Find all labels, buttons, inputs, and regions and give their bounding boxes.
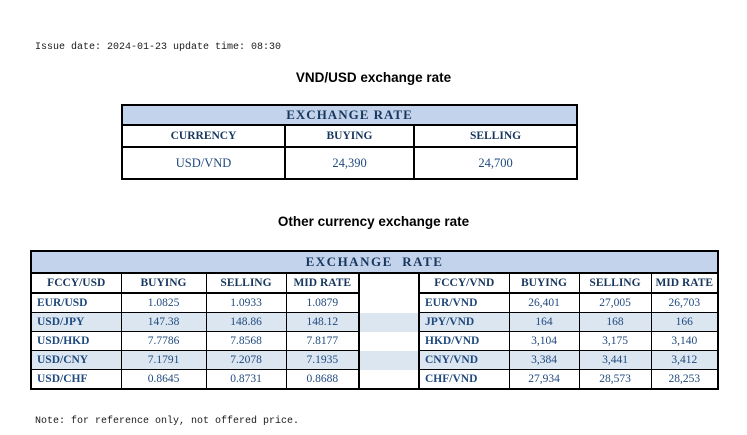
rate-row-jpy: USD/JPY 147.38 148.86 148.12 JPY/VND 164… (30, 312, 719, 332)
buying-rate-cell: 24,390 (284, 146, 415, 180)
selling-cell: 3,175 (578, 331, 652, 351)
column-header-fccy-vnd: FCCY/VND (418, 272, 510, 294)
column-header-midrate-vnd: MID RATE (650, 272, 719, 294)
selling-cell: 3,441 (578, 350, 652, 370)
buying-cell: 3,384 (508, 350, 580, 370)
column-header-buying: BUYING (284, 124, 415, 148)
spacer-cell (358, 369, 420, 389)
pair-cell: HKD/VND (418, 331, 510, 351)
buying-cell: 0.8645 (120, 369, 207, 390)
table-header-row: EXCHANGE RATE (30, 250, 719, 274)
column-header-currency: CURRENCY (121, 124, 286, 148)
pair-cell: EUR/VND (418, 292, 510, 313)
vnd-usd-table: EXCHANGE RATE CURRENCY BUYING SELLING US… (120, 104, 579, 180)
buying-cell: 7.7786 (120, 331, 207, 351)
spacer-cell (358, 293, 420, 313)
buying-cell: 1.0825 (120, 292, 207, 313)
rate-row-hkd: USD/HKD 7.7786 7.8568 7.8177 HKD/VND 3,1… (30, 331, 719, 351)
usd-vnd-row: USD/VND 24,390 24,700 (121, 146, 579, 180)
column-header-row: FCCY/USD BUYING SELLING MID RATE FCCY/VN… (30, 272, 719, 294)
column-header-row: CURRENCY BUYING SELLING (121, 124, 579, 148)
selling-rate-cell: 24,700 (412, 146, 579, 180)
buying-cell: 27,934 (508, 369, 580, 390)
spacer-cell (358, 273, 420, 293)
mid-rate-cell: 28,253 (650, 369, 719, 390)
mid-rate-cell: 7.8177 (285, 331, 360, 351)
selling-cell: 27,005 (578, 292, 652, 313)
table-header-row: EXCHANGE RATE (120, 104, 579, 126)
buying-cell: 147.38 (120, 312, 207, 332)
selling-cell: 148.86 (205, 312, 287, 332)
selling-cell: 7.2078 (205, 350, 287, 370)
mid-rate-cell: 3,412 (650, 350, 719, 370)
mid-rate-cell: 148.12 (285, 312, 360, 332)
spacer-cell (358, 331, 420, 351)
rate-row-chf: USD/CHF 0.8645 0.8731 0.8688 CHF/VND 27,… (30, 369, 719, 390)
buying-cell: 26,401 (508, 292, 580, 313)
rate-row-eur: EUR/USD 1.0825 1.0933 1.0879 EUR/VND 26,… (30, 292, 719, 313)
pair-cell: EUR/USD (30, 292, 122, 313)
buying-cell: 164 (508, 312, 580, 332)
spacer-cell (358, 350, 420, 370)
vnd-usd-title: VND/USD exchange rate (295, 70, 452, 85)
buying-cell: 7.1791 (120, 350, 207, 370)
mid-rate-cell: 3,140 (650, 331, 719, 351)
column-header-selling: SELLING (412, 124, 579, 148)
pair-cell: JPY/VND (418, 312, 510, 332)
rate-row-cny: USD/CNY 7.1791 7.2078 7.1935 CNY/VND 3,3… (30, 350, 719, 370)
other-currency-title: Other currency exchange rate (277, 214, 470, 229)
spacer-cell (358, 312, 420, 332)
mid-rate-cell: 26,703 (650, 292, 719, 313)
pair-cell: USD/HKD (30, 331, 122, 351)
column-header-buying-usd: BUYING (120, 272, 207, 294)
exchange-rate-header: EXCHANGE RATE (30, 250, 719, 274)
selling-cell: 1.0933 (205, 292, 287, 313)
note-line: Note: for reference only, not offered pr… (35, 416, 300, 427)
currency-pair-cell: USD/VND (121, 146, 286, 180)
other-currency-table: EXCHANGE RATE FCCY/USD BUYING SELLING MI… (30, 250, 720, 390)
pair-cell: USD/CHF (30, 369, 122, 390)
exchange-rate-header: EXCHANGE RATE (120, 104, 579, 126)
pair-cell: USD/JPY (30, 312, 122, 332)
issue-date-line: Issue date: 2024-01-23 update time: 08:3… (35, 42, 282, 53)
mid-rate-cell: 7.1935 (285, 350, 360, 370)
selling-cell: 0.8731 (205, 369, 287, 390)
mid-rate-cell: 166 (650, 312, 719, 332)
pair-cell: USD/CNY (30, 350, 122, 370)
column-header-midrate-usd: MID RATE (285, 272, 360, 294)
selling-cell: 7.8568 (205, 331, 287, 351)
buying-cell: 3,104 (508, 331, 580, 351)
pair-cell: CNY/VND (418, 350, 510, 370)
column-header-selling-usd: SELLING (205, 272, 287, 294)
column-header-buying-vnd: BUYING (508, 272, 580, 294)
selling-cell: 28,573 (578, 369, 652, 390)
mid-rate-cell: 1.0879 (285, 292, 360, 313)
column-header-selling-vnd: SELLING (578, 272, 652, 294)
selling-cell: 168 (578, 312, 652, 332)
mid-rate-cell: 0.8688 (285, 369, 360, 390)
column-header-fccy-usd: FCCY/USD (30, 272, 122, 294)
pair-cell: CHF/VND (418, 369, 510, 390)
